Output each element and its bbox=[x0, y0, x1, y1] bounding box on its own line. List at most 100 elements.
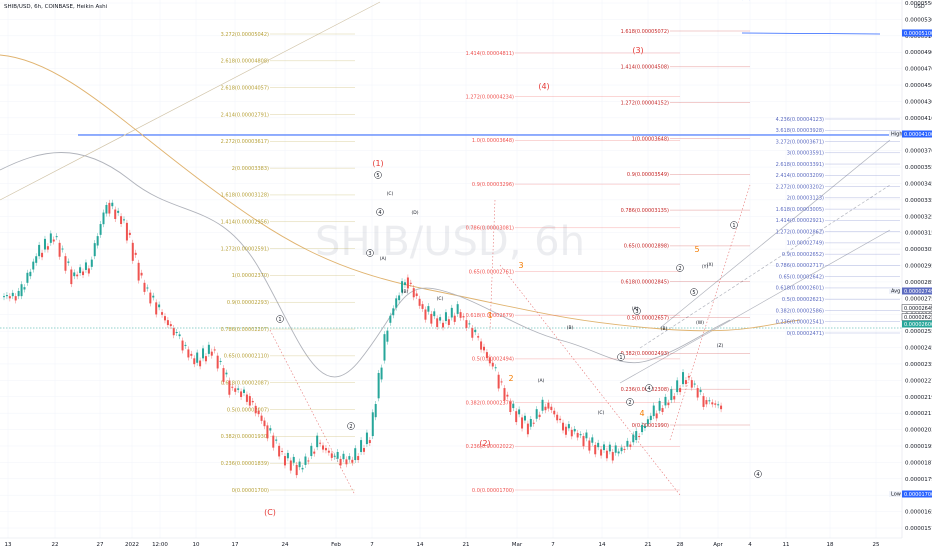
y-tick-label: 0.00002030 bbox=[905, 428, 932, 434]
price-tag-label-box bbox=[889, 131, 902, 137]
fib-mid-label: 1.272(0.00004234) bbox=[466, 95, 514, 101]
candle-body bbox=[199, 360, 202, 367]
candle-body bbox=[105, 204, 108, 214]
candle-body bbox=[714, 403, 717, 405]
candle-body bbox=[705, 400, 708, 405]
candle-body bbox=[643, 426, 646, 429]
wave-orange-label: 1 bbox=[487, 311, 492, 320]
candle-body bbox=[64, 256, 67, 271]
fib-left-label: 1(0.00002370) bbox=[232, 273, 269, 279]
fib-mid-label: 0.0(0.00001700) bbox=[472, 488, 514, 494]
y-tick-label: 0.00003350 bbox=[905, 198, 932, 204]
currency-label: USD bbox=[914, 4, 925, 10]
candle-body bbox=[243, 389, 245, 393]
y-tick-label: 0.00002190 bbox=[905, 395, 932, 401]
candle-body bbox=[623, 448, 626, 450]
candle-body bbox=[655, 413, 658, 419]
fib-far-label: 2.272(0.00003202) bbox=[776, 184, 824, 190]
time-axis[interactable] bbox=[0, 538, 902, 550]
moving-average-fast bbox=[0, 152, 731, 378]
y-tick-label: 0.00002350 bbox=[905, 362, 932, 368]
fib-far-label: 0.618(0.00002601) bbox=[776, 286, 824, 292]
candle-body bbox=[617, 451, 620, 454]
y-tick-label: 0.00001950 bbox=[905, 444, 932, 450]
candle-body bbox=[216, 355, 219, 369]
candle-body bbox=[635, 431, 638, 441]
plot-area[interactable] bbox=[0, 0, 902, 538]
fib-right-label: 0.65(0.00002898) bbox=[624, 244, 669, 250]
candle-body bbox=[564, 426, 567, 435]
candle-body bbox=[351, 459, 354, 463]
candle-body bbox=[433, 311, 436, 317]
fib-mid-label: 0.9(0.00003296) bbox=[472, 182, 514, 188]
candle-body bbox=[365, 432, 368, 445]
candle-body bbox=[646, 419, 649, 425]
fib-far-label: 0.236(0.00002541) bbox=[776, 320, 824, 326]
wave-abc-label: (A) bbox=[632, 306, 639, 312]
candle-body bbox=[682, 372, 685, 385]
y-tick-label: 0.00002750 bbox=[905, 296, 932, 302]
candle-body bbox=[169, 324, 172, 327]
fib-right-label: 0.382(0.00002493) bbox=[621, 351, 669, 357]
candle-body bbox=[600, 449, 603, 456]
candle-body bbox=[96, 236, 99, 246]
candle-body bbox=[55, 236, 58, 238]
candle-body bbox=[172, 328, 175, 336]
candle-body bbox=[254, 405, 257, 414]
wave-major-label: (2) bbox=[479, 439, 490, 448]
wave-circle-label: 2 bbox=[628, 400, 631, 406]
candle-body bbox=[310, 445, 313, 457]
y-tick-label: 0.00002270 bbox=[905, 378, 932, 384]
candle-body bbox=[20, 284, 23, 297]
wave-circle-marker bbox=[617, 353, 625, 361]
candle-body bbox=[605, 450, 608, 459]
candle-body bbox=[412, 288, 415, 298]
wave-major-label: (C) bbox=[264, 508, 276, 517]
fib-levels: 3.272(0.00005042) 2.618(0.00004808) 2.618(… bbox=[221, 29, 900, 494]
candle-body bbox=[289, 460, 292, 471]
wave-circle-marker bbox=[676, 264, 684, 272]
top-marker-icon: ⌒ bbox=[742, 0, 750, 7]
candle-body bbox=[538, 414, 541, 418]
candle-body bbox=[240, 391, 243, 398]
wave-abc-label: (C) bbox=[437, 296, 444, 302]
y-tick-label: 0.00005300 bbox=[905, 17, 932, 23]
candle-body bbox=[547, 402, 550, 409]
candle-body bbox=[427, 306, 430, 312]
wave-circle-marker bbox=[730, 221, 738, 229]
x-tick-label: 27 bbox=[97, 542, 104, 548]
fib-far-label: 0.786(0.00002717) bbox=[776, 263, 824, 269]
price-tag-box bbox=[902, 29, 932, 37]
x-tick-label: 21 bbox=[463, 542, 470, 548]
candle-body bbox=[67, 261, 70, 263]
candle-body bbox=[629, 444, 632, 447]
fib-far-label: 0.9(0.00002652) bbox=[782, 252, 824, 258]
candle-body bbox=[158, 304, 161, 308]
watermark: SHIB/USD, 6h bbox=[315, 219, 585, 265]
candle-body bbox=[292, 456, 295, 463]
wave-circle-marker bbox=[645, 384, 653, 392]
candle-body bbox=[395, 298, 398, 308]
price-axis[interactable] bbox=[902, 0, 932, 550]
candle-body bbox=[281, 450, 284, 452]
fib-left-label: 0.5(0.00002007) bbox=[227, 407, 269, 413]
wave-circle-label: 1 bbox=[732, 223, 735, 229]
wave-orange-label: 2 bbox=[508, 374, 513, 383]
candle-body bbox=[125, 222, 128, 241]
candle-body bbox=[406, 277, 409, 289]
candle-body bbox=[155, 302, 158, 315]
price-tag-label-box bbox=[889, 491, 902, 497]
candle-body bbox=[585, 432, 588, 439]
candle-body bbox=[93, 243, 96, 257]
wave-circle-label: 5 bbox=[376, 173, 379, 179]
candle-body bbox=[90, 259, 93, 267]
candle-body bbox=[260, 415, 263, 421]
x-tick-label: Mar bbox=[512, 542, 523, 548]
fib-mid-label: 1.0(0.00003648) bbox=[472, 138, 514, 144]
y-tick-label: 0.00004900 bbox=[905, 50, 932, 56]
candle-body bbox=[102, 212, 105, 225]
candle-body bbox=[146, 287, 149, 289]
candle-body bbox=[275, 439, 278, 441]
